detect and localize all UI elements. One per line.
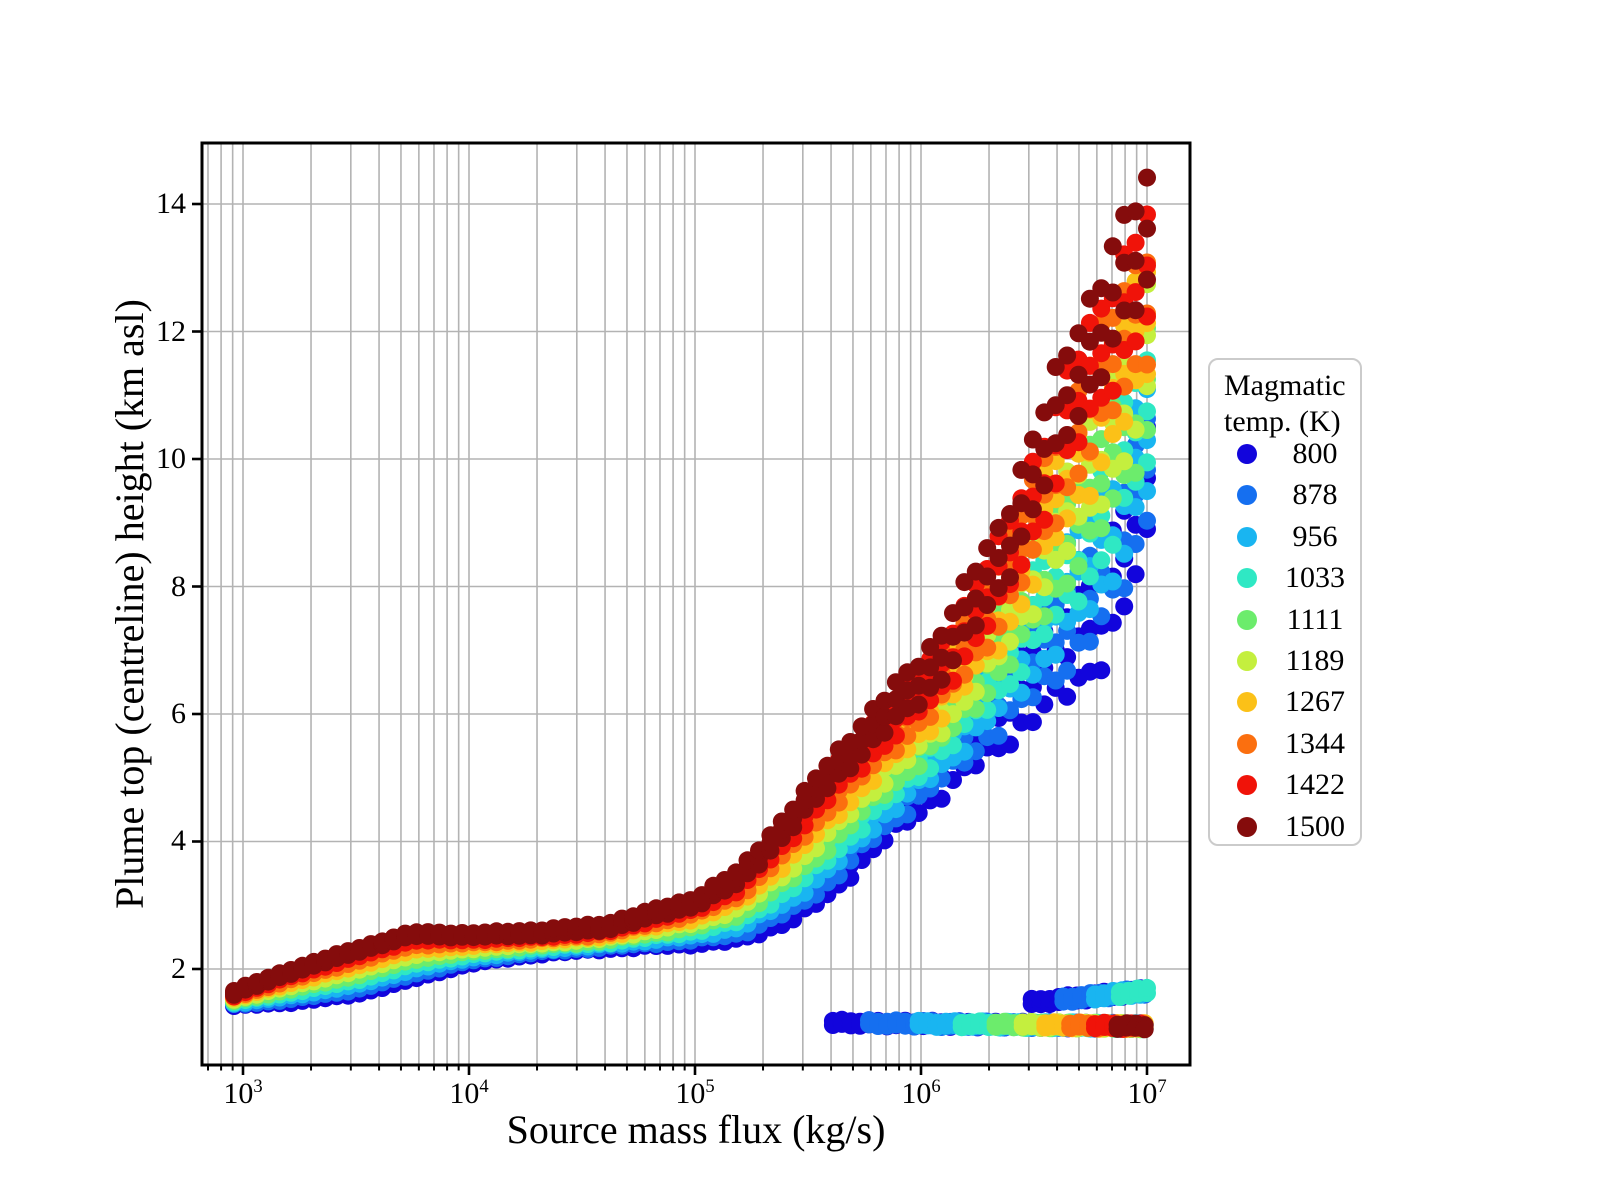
y-tick-label-6: 6: [171, 696, 186, 730]
x-tick-label-1e3: 103: [223, 1076, 263, 1110]
legend-value: 1189: [1285, 644, 1345, 677]
series-1500: [225, 168, 1156, 1039]
y-tick-label-14: 14: [156, 187, 186, 220]
legend-title: Magmatic temp. (K): [1224, 368, 1346, 440]
legend-entry-1344: 1344: [1210, 727, 1360, 761]
legend-entry-800: 800: [1210, 437, 1360, 471]
legend-swatch-icon: [1237, 816, 1257, 837]
legend-title-line-1: Magmatic: [1224, 369, 1346, 402]
legend-swatch-icon: [1237, 775, 1257, 796]
y-tick-label-2: 2: [171, 951, 186, 985]
legend-value: 1033: [1285, 561, 1345, 595]
legend-swatch-icon: [1237, 733, 1257, 754]
legend-swatch-icon: [1237, 526, 1257, 547]
x-axis-label: Source mass flux (kg/s): [506, 1107, 886, 1152]
legend-swatch-icon: [1237, 485, 1257, 506]
y-axis-label: Plume top (centreline) height (km asl): [107, 299, 152, 909]
legend-swatch-icon: [1237, 609, 1257, 630]
legend-title-line-2: temp. (K): [1224, 405, 1341, 438]
y-tick-label-12: 12: [156, 314, 186, 348]
legend-value: 956: [1292, 519, 1338, 553]
legend-value: 1111: [1286, 602, 1344, 636]
y-tick-label-4: 4: [171, 824, 186, 858]
x-tick-label-1e4: 104: [449, 1076, 489, 1110]
y-tick-label-8: 8: [171, 569, 186, 603]
legend-entry-1189: 1189: [1210, 644, 1360, 678]
legend-value: 1344: [1285, 726, 1345, 760]
legend: Magmatic temp. (K) 800 878 956 1033 1111 1189…: [1208, 358, 1362, 846]
legend-swatch-icon: [1237, 692, 1257, 713]
legend-swatch-icon: [1237, 568, 1257, 589]
legend-entry-1267: 1267: [1210, 685, 1360, 719]
x-tick-label-1e5: 105: [675, 1076, 715, 1110]
legend-entry-1033: 1033: [1210, 561, 1360, 595]
legend-value: 800: [1292, 437, 1338, 470]
legend-value: 1422: [1285, 768, 1345, 802]
legend-swatch-icon: [1237, 651, 1257, 671]
legend-swatch-icon: [1237, 444, 1257, 464]
legend-entry-956: 956: [1210, 520, 1360, 554]
legend-entry-1111: 1111: [1210, 603, 1360, 637]
legend-entry-878: 878: [1210, 478, 1360, 512]
legend-value: 1267: [1285, 685, 1345, 719]
scatter-points: [225, 168, 1156, 1039]
y-tick-label-10: 10: [156, 442, 186, 475]
x-tick-label-1e7: 107: [1127, 1076, 1167, 1110]
x-tick-label-1e6: 106: [901, 1076, 941, 1110]
axes-frame: [192, 141, 1192, 1075]
legend-value: 1500: [1285, 809, 1345, 843]
legend-entry-1422: 1422: [1210, 768, 1360, 802]
legend-value: 878: [1292, 478, 1338, 512]
legend-entry-1500: 1500: [1210, 810, 1360, 844]
